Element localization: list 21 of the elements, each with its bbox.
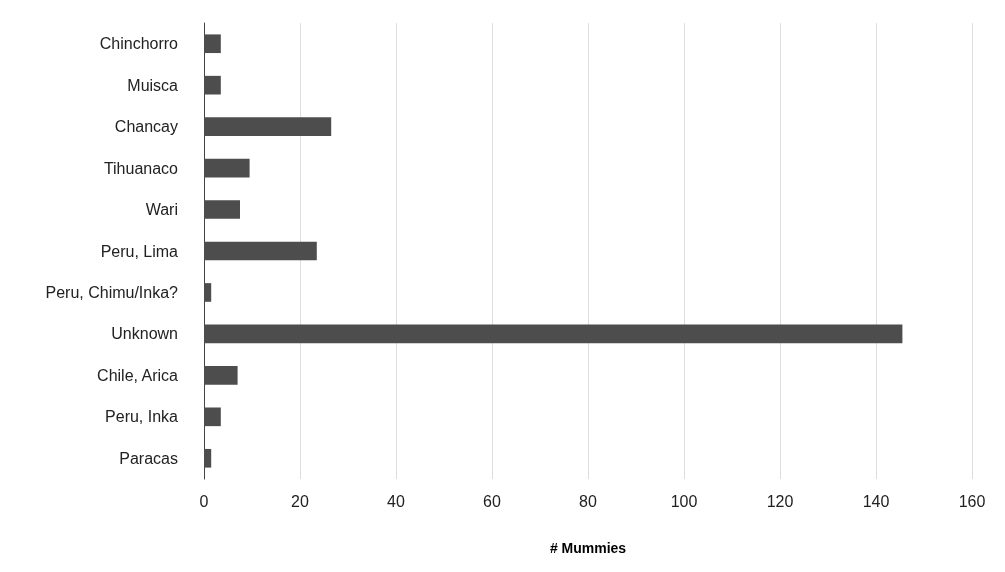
- y-tick-label: Paracas: [119, 449, 178, 467]
- y-tick-label: Wari: [145, 201, 178, 219]
- x-tick-label: 80: [579, 492, 597, 510]
- x-tick-label: 160: [958, 492, 986, 510]
- y-tick-label: Peru, Inka: [105, 408, 179, 426]
- y-tick-label: Chinchorro: [99, 35, 179, 53]
- y-tick-label: Chile, Arica: [97, 366, 179, 384]
- y-tick-label: Peru, Lima: [100, 242, 179, 260]
- x-tick-label: 140: [862, 492, 890, 510]
- y-tick-label: Chancay: [114, 118, 178, 136]
- y-tick-label: Peru, Chimu/Inka?: [45, 283, 179, 301]
- y-tick-label: Unknown: [111, 325, 178, 343]
- x-tick-label: 40: [387, 492, 405, 510]
- y-tick-label: Tihuanaco: [103, 159, 179, 177]
- y-tick-label: Muisca: [127, 76, 179, 94]
- x-tick-label: 20: [291, 492, 309, 510]
- x-tick-label: 0: [199, 492, 209, 510]
- x-tick-label: 100: [670, 492, 698, 510]
- x-tick-label: 120: [766, 492, 794, 510]
- x-axis-title: # Mummies: [549, 540, 627, 556]
- x-tick-label: 60: [483, 492, 501, 510]
